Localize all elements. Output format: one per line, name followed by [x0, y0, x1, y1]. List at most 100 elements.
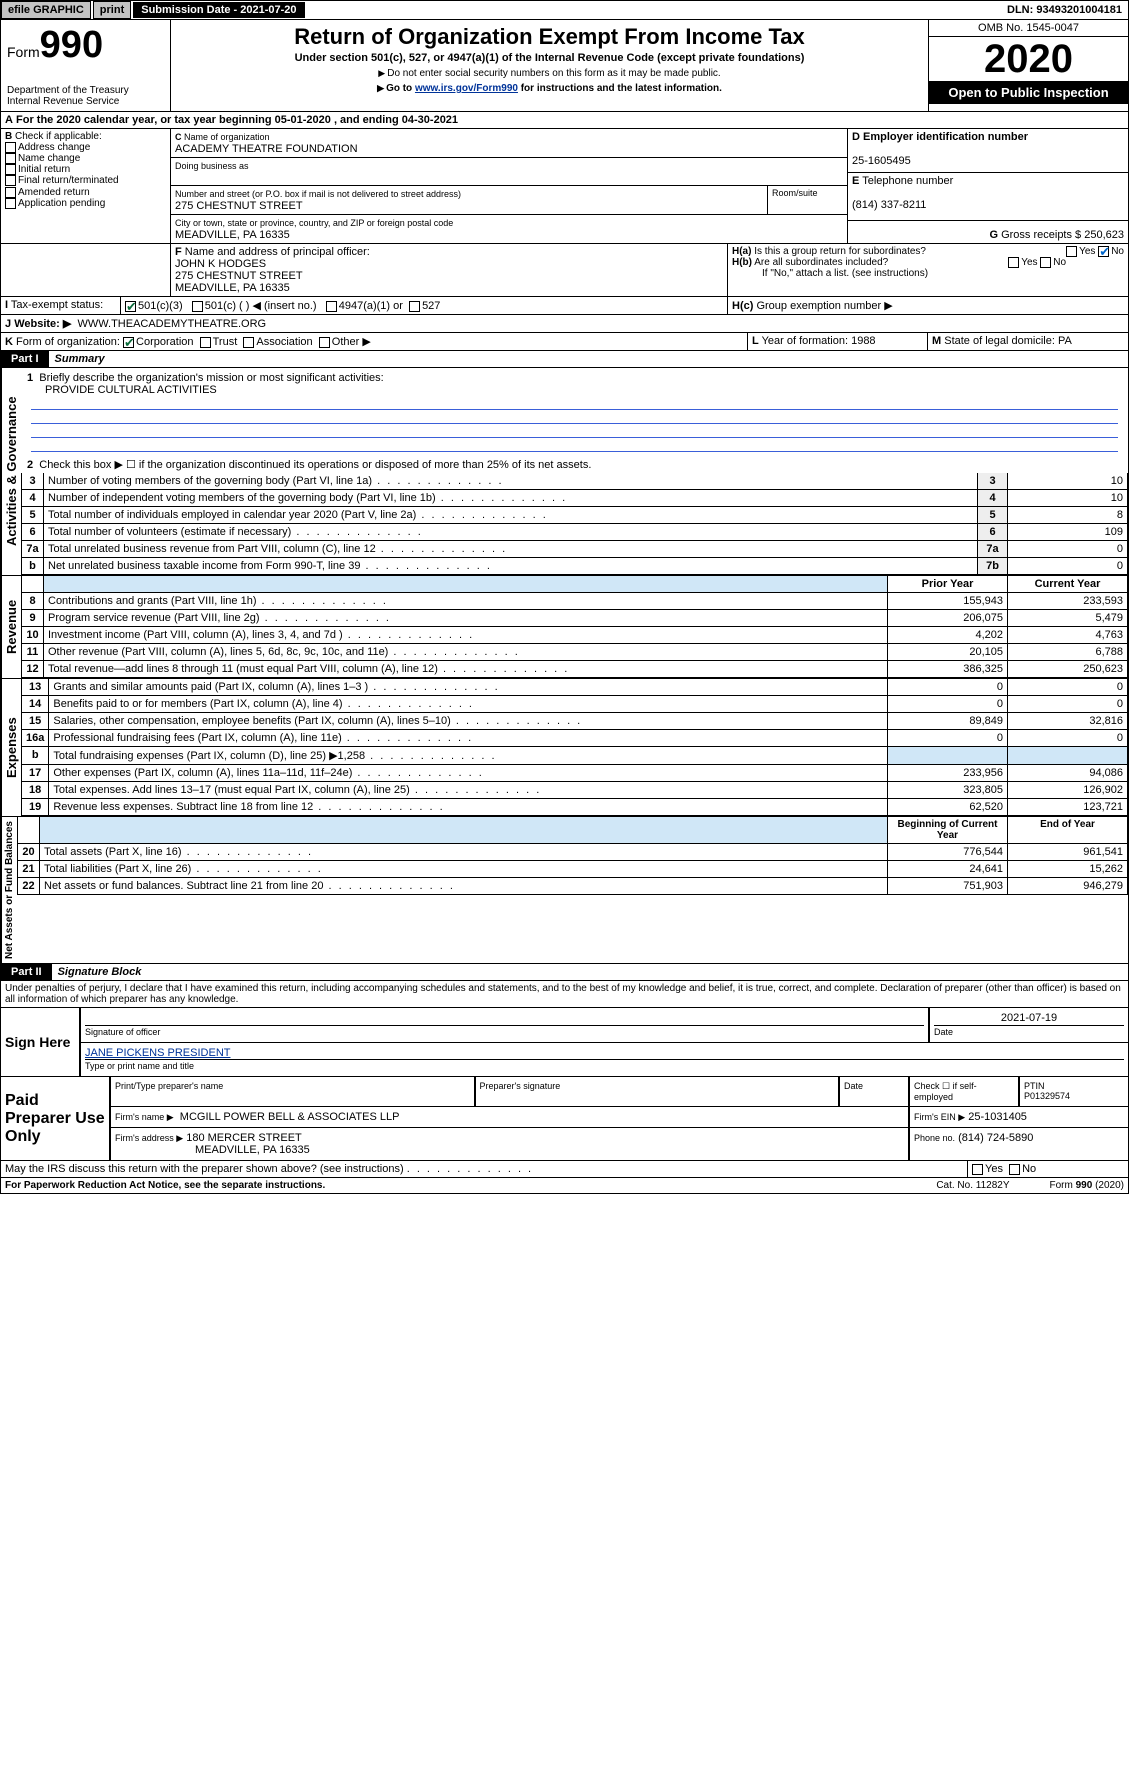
box-c: C Name of organization ACADEMY THEATRE F…: [171, 129, 848, 243]
ha-yes[interactable]: [1066, 246, 1077, 257]
box-b: B Check if applicable: Address change Na…: [1, 129, 171, 243]
ha-no[interactable]: [1098, 246, 1109, 257]
form-prefix: Form: [7, 44, 40, 60]
501c3-label: 501(c)(3): [138, 300, 183, 312]
check-final-return[interactable]: [5, 175, 16, 186]
firm-phone: (814) 724-5890: [958, 1132, 1033, 1144]
h-note: If "No," attach a list. (see instruction…: [762, 268, 928, 279]
phone-label: Telephone number: [862, 175, 953, 187]
hb-yes-label: Yes: [1021, 257, 1037, 268]
period-text: A For the 2020 calendar year, or tax yea…: [1, 112, 1128, 128]
ptin-label: PTIN: [1024, 1081, 1045, 1091]
mission-label: Briefly describe the organization's miss…: [39, 372, 383, 384]
check-4947[interactable]: [326, 301, 337, 312]
discuss-yes[interactable]: [972, 1164, 983, 1175]
sign-here-label: Sign Here: [0, 1008, 80, 1077]
check-assoc[interactable]: [243, 337, 254, 348]
discuss-no-label: No: [1022, 1163, 1036, 1175]
box-deg: D Employer identification number 25-1605…: [848, 129, 1128, 243]
check-name-change[interactable]: [5, 153, 16, 164]
taxexempt-label: Tax-exempt status:: [11, 299, 103, 311]
hdr-end: End of Year: [1008, 817, 1128, 844]
ein-value: 25-1605495: [852, 155, 911, 167]
officer-name: JOHN K HODGES: [175, 258, 266, 270]
side-activities: Activities & Governance: [1, 368, 21, 575]
part2-header: Part II Signature Block: [0, 964, 1129, 981]
trust-label: Trust: [213, 336, 238, 348]
name-change-label: Name change: [18, 153, 80, 164]
table-revenue: 8Contributions and grants (Part VIII, li…: [21, 593, 1128, 678]
pra-notice: For Paperwork Reduction Act Notice, see …: [5, 1180, 325, 1191]
city-value: MEADVILLE, PA 16335: [175, 229, 290, 241]
firm-addr1: 180 MERCER STREET: [186, 1132, 302, 1144]
bcdeg-row: B Check if applicable: Address change Na…: [0, 129, 1129, 244]
check-501c3[interactable]: [125, 301, 136, 312]
perjury-text: Under penalties of perjury, I declare th…: [0, 981, 1129, 1008]
initial-return-label: Initial return: [18, 164, 70, 175]
j-row: J Website: ▶ WWW.THEACADEMYTHEATRE.ORG: [0, 315, 1129, 333]
check-address-change[interactable]: [5, 142, 16, 153]
sig-officer-label: Signature of officer: [85, 1027, 160, 1037]
table-expenses: 13Grants and similar amounts paid (Part …: [21, 679, 1128, 816]
form-ref: Form 990 (2020): [1050, 1180, 1124, 1191]
period-row: A For the 2020 calendar year, or tax yea…: [0, 112, 1129, 129]
check-527[interactable]: [409, 301, 420, 312]
prep-name-label: Print/Type preparer's name: [110, 1077, 475, 1107]
omb-number: OMB No. 1545-0047: [929, 20, 1128, 37]
table-net-hdr: Beginning of Current YearEnd of Year: [17, 817, 1128, 844]
firm-phone-label: Phone no.: [914, 1133, 955, 1143]
app-pending-label: Application pending: [18, 198, 105, 209]
discuss-row: May the IRS discuss this return with the…: [0, 1161, 1129, 1178]
year-form-value: 1988: [851, 335, 875, 347]
sign-date: 2021-07-19: [934, 1012, 1124, 1026]
check-initial-return[interactable]: [5, 164, 16, 175]
revenue-block: Revenue Prior YearCurrent Year 8Contribu…: [0, 576, 1129, 679]
form-subtitle: Under section 501(c), 527, or 4947(a)(1)…: [177, 52, 922, 64]
formorg-label: Form of organization:: [16, 336, 120, 348]
hdr-prior: Prior Year: [888, 576, 1008, 593]
discuss-no[interactable]: [1009, 1164, 1020, 1175]
form-number: Form990: [7, 24, 164, 67]
self-emp-label: Check ☐ if self-employed: [909, 1077, 1019, 1107]
check-trust[interactable]: [200, 337, 211, 348]
hb-yes[interactable]: [1008, 257, 1019, 268]
501c-label: 501(c) ( ) ◀ (insert no.): [205, 300, 317, 312]
submission-date: Submission Date - 2021-07-20: [133, 2, 304, 18]
527-label: 527: [422, 300, 440, 312]
check-501c[interactable]: [192, 301, 203, 312]
officer-addr1: 275 CHESTNUT STREET: [175, 270, 303, 282]
dba-label: Doing business as: [175, 161, 249, 171]
org-name-label: Name of organization: [184, 132, 270, 142]
4947-label: 4947(a)(1) or: [339, 300, 403, 312]
note2-pre: Go to: [386, 83, 415, 94]
ein-label: Employer identification number: [863, 131, 1028, 143]
other-label: Other ▶: [332, 336, 371, 348]
part1-header: Part I Summary: [0, 351, 1129, 368]
firm-ein-label: Firm's EIN ▶: [914, 1112, 965, 1122]
sign-block: Sign Here Signature of officer 2021-07-1…: [0, 1008, 1129, 1077]
discuss-yes-label: Yes: [985, 1163, 1003, 1175]
officer-label: Name and address of principal officer:: [185, 246, 370, 258]
print-button[interactable]: print: [93, 1, 131, 19]
form-title: Return of Organization Exempt From Incom…: [177, 24, 922, 50]
instructions-link[interactable]: www.irs.gov/Form990: [415, 83, 518, 94]
efile-button[interactable]: efile GRAPHIC: [1, 1, 91, 19]
dept-treasury: Department of the Treasury: [7, 85, 164, 96]
paid-label: Paid Preparer Use Only: [0, 1077, 110, 1161]
amended-label: Amended return: [18, 187, 90, 198]
check-other[interactable]: [319, 337, 330, 348]
check-app-pending[interactable]: [5, 198, 16, 209]
netassets-block: Net Assets or Fund Balances Beginning of…: [0, 817, 1129, 964]
paid-block: Paid Preparer Use Only Print/Type prepar…: [0, 1077, 1129, 1161]
type-name-label: Type or print name and title: [85, 1061, 194, 1071]
hdr-curr: Current Year: [1008, 576, 1128, 593]
part1-title: Summary: [49, 351, 111, 367]
officer-name-link[interactable]: JANE PICKENS PRESIDENT: [85, 1047, 230, 1059]
form-header: Form990 Department of the Treasury Inter…: [0, 20, 1129, 112]
hb-no[interactable]: [1040, 257, 1051, 268]
room-label: Room/suite: [767, 186, 847, 214]
check-corp[interactable]: [123, 337, 134, 348]
corp-label: Corporation: [136, 336, 193, 348]
table-netassets: 20Total assets (Part X, line 16)776,5449…: [17, 844, 1128, 895]
check-amended[interactable]: [5, 187, 16, 198]
